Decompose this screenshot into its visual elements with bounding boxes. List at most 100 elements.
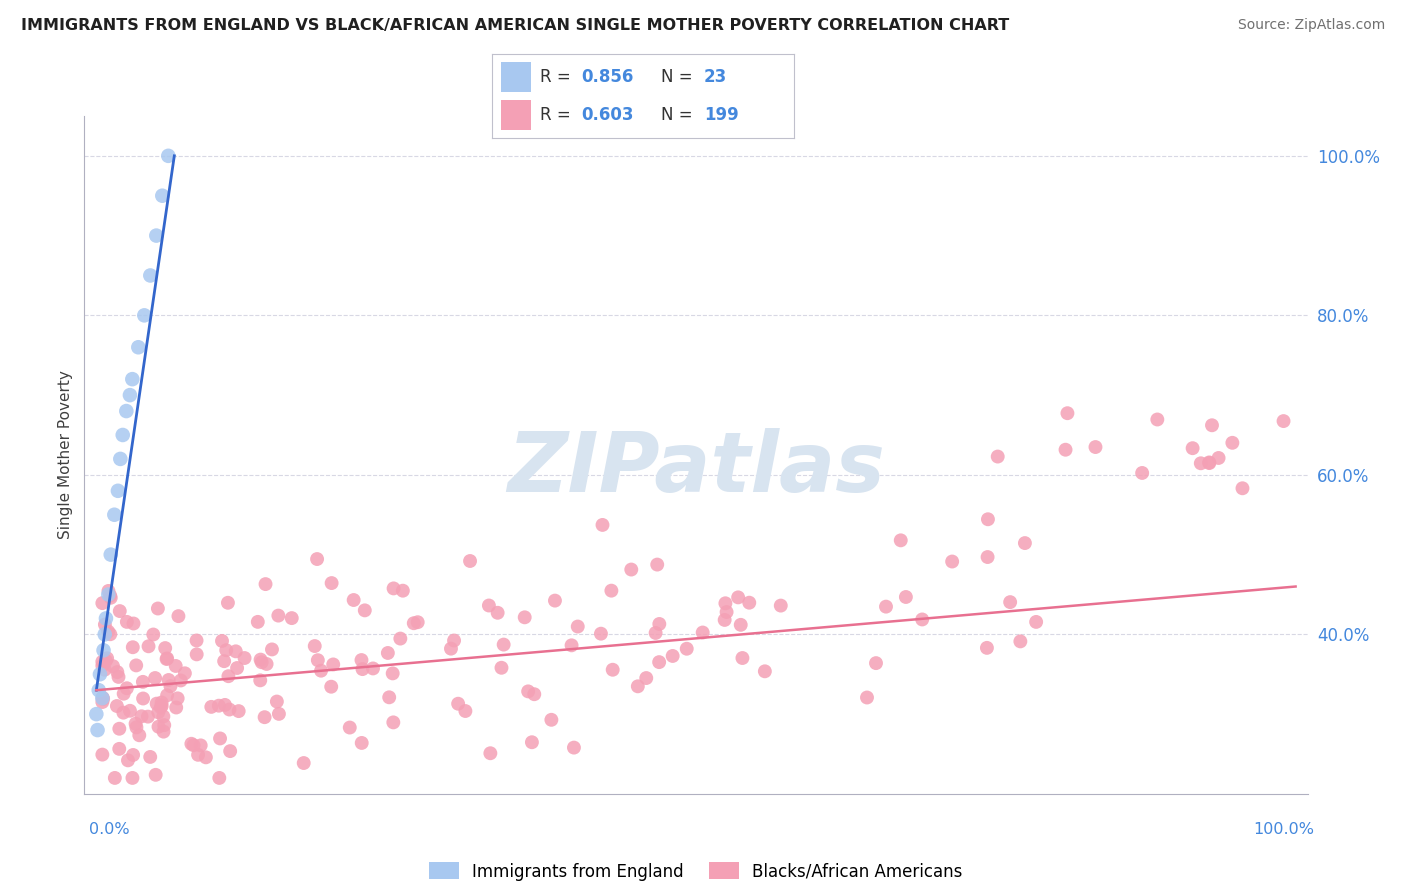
Point	[620, 563, 643, 577]
Point	[523, 687, 546, 701]
Point	[91, 658, 114, 673]
Point	[217, 596, 239, 610]
Point	[675, 641, 697, 656]
Point	[208, 771, 231, 785]
Text: R =: R =	[540, 68, 576, 86]
Point	[714, 596, 737, 610]
Text: 0.0%: 0.0%	[89, 822, 129, 837]
Point	[260, 642, 283, 657]
Point	[713, 613, 735, 627]
Point	[138, 640, 160, 654]
Point	[648, 617, 671, 632]
Point	[1189, 456, 1212, 470]
Point	[211, 634, 233, 648]
Point	[108, 604, 131, 618]
Point	[186, 633, 208, 648]
Point	[212, 654, 235, 668]
Point	[115, 615, 138, 629]
Point	[478, 599, 501, 613]
Point	[122, 616, 145, 631]
Point	[644, 626, 666, 640]
Point	[159, 679, 181, 693]
Point	[544, 593, 567, 607]
Point	[100, 548, 122, 562]
Point	[131, 709, 153, 723]
Point	[107, 483, 129, 498]
Point	[180, 737, 202, 751]
Point	[148, 706, 170, 720]
Point	[183, 738, 205, 752]
Point	[1201, 418, 1223, 433]
Point	[125, 658, 148, 673]
Point	[1181, 441, 1204, 455]
Point	[730, 617, 752, 632]
Point	[377, 646, 399, 660]
Point	[125, 720, 148, 734]
Point	[157, 149, 180, 163]
Text: IMMIGRANTS FROM ENGLAND VS BLACK/AFRICAN AMERICAN SINGLE MOTHER POVERTY CORRELAT: IMMIGRANTS FROM ENGLAND VS BLACK/AFRICAN…	[21, 18, 1010, 33]
Point	[322, 657, 344, 672]
Point	[602, 663, 624, 677]
Legend: Immigrants from England, Blacks/African Americans: Immigrants from England, Blacks/African …	[422, 855, 970, 888]
Point	[97, 624, 120, 639]
Point	[105, 699, 128, 714]
Point	[492, 638, 515, 652]
Point	[91, 690, 114, 705]
Point	[91, 596, 114, 610]
Point	[1208, 450, 1230, 465]
Point	[101, 659, 124, 673]
Text: Source: ZipAtlas.com: Source: ZipAtlas.com	[1237, 18, 1385, 32]
Point	[100, 591, 122, 605]
Point	[856, 690, 879, 705]
Point	[228, 704, 250, 718]
Point	[124, 716, 146, 731]
Point	[890, 533, 912, 548]
Point	[1056, 406, 1078, 420]
Point	[382, 582, 405, 596]
Point	[350, 653, 373, 667]
Bar	[501, 100, 531, 130]
Point	[661, 648, 683, 663]
Point	[731, 651, 754, 665]
Point	[118, 704, 141, 718]
Text: 0.856: 0.856	[581, 68, 634, 86]
Point	[170, 673, 193, 688]
Point	[321, 576, 343, 591]
Point	[402, 616, 425, 631]
Point	[1084, 440, 1107, 454]
Text: 199: 199	[703, 106, 738, 124]
Point	[378, 690, 401, 705]
Text: 23: 23	[703, 68, 727, 86]
Point	[142, 627, 165, 641]
Point	[200, 699, 222, 714]
Point	[121, 640, 143, 655]
Point	[307, 552, 329, 566]
Point	[155, 652, 177, 666]
Point	[1130, 466, 1153, 480]
Point	[249, 652, 271, 666]
Point	[167, 609, 190, 624]
Point	[194, 750, 217, 764]
Point	[977, 512, 1000, 526]
Point	[156, 651, 179, 665]
Point	[91, 691, 114, 706]
Point	[382, 715, 405, 730]
Point	[520, 735, 543, 749]
Point	[117, 753, 139, 767]
Point	[98, 589, 121, 603]
Point	[454, 704, 477, 718]
Point	[217, 669, 239, 683]
Point	[96, 651, 118, 665]
Point	[1198, 455, 1220, 469]
Text: R =: R =	[540, 106, 576, 124]
Point	[209, 731, 232, 746]
Bar	[501, 62, 531, 92]
Point	[894, 590, 917, 604]
Point	[145, 768, 167, 782]
Point	[350, 736, 373, 750]
Point	[104, 771, 127, 785]
Point	[139, 750, 162, 764]
Point	[103, 508, 125, 522]
Point	[479, 746, 502, 760]
Point	[692, 625, 714, 640]
